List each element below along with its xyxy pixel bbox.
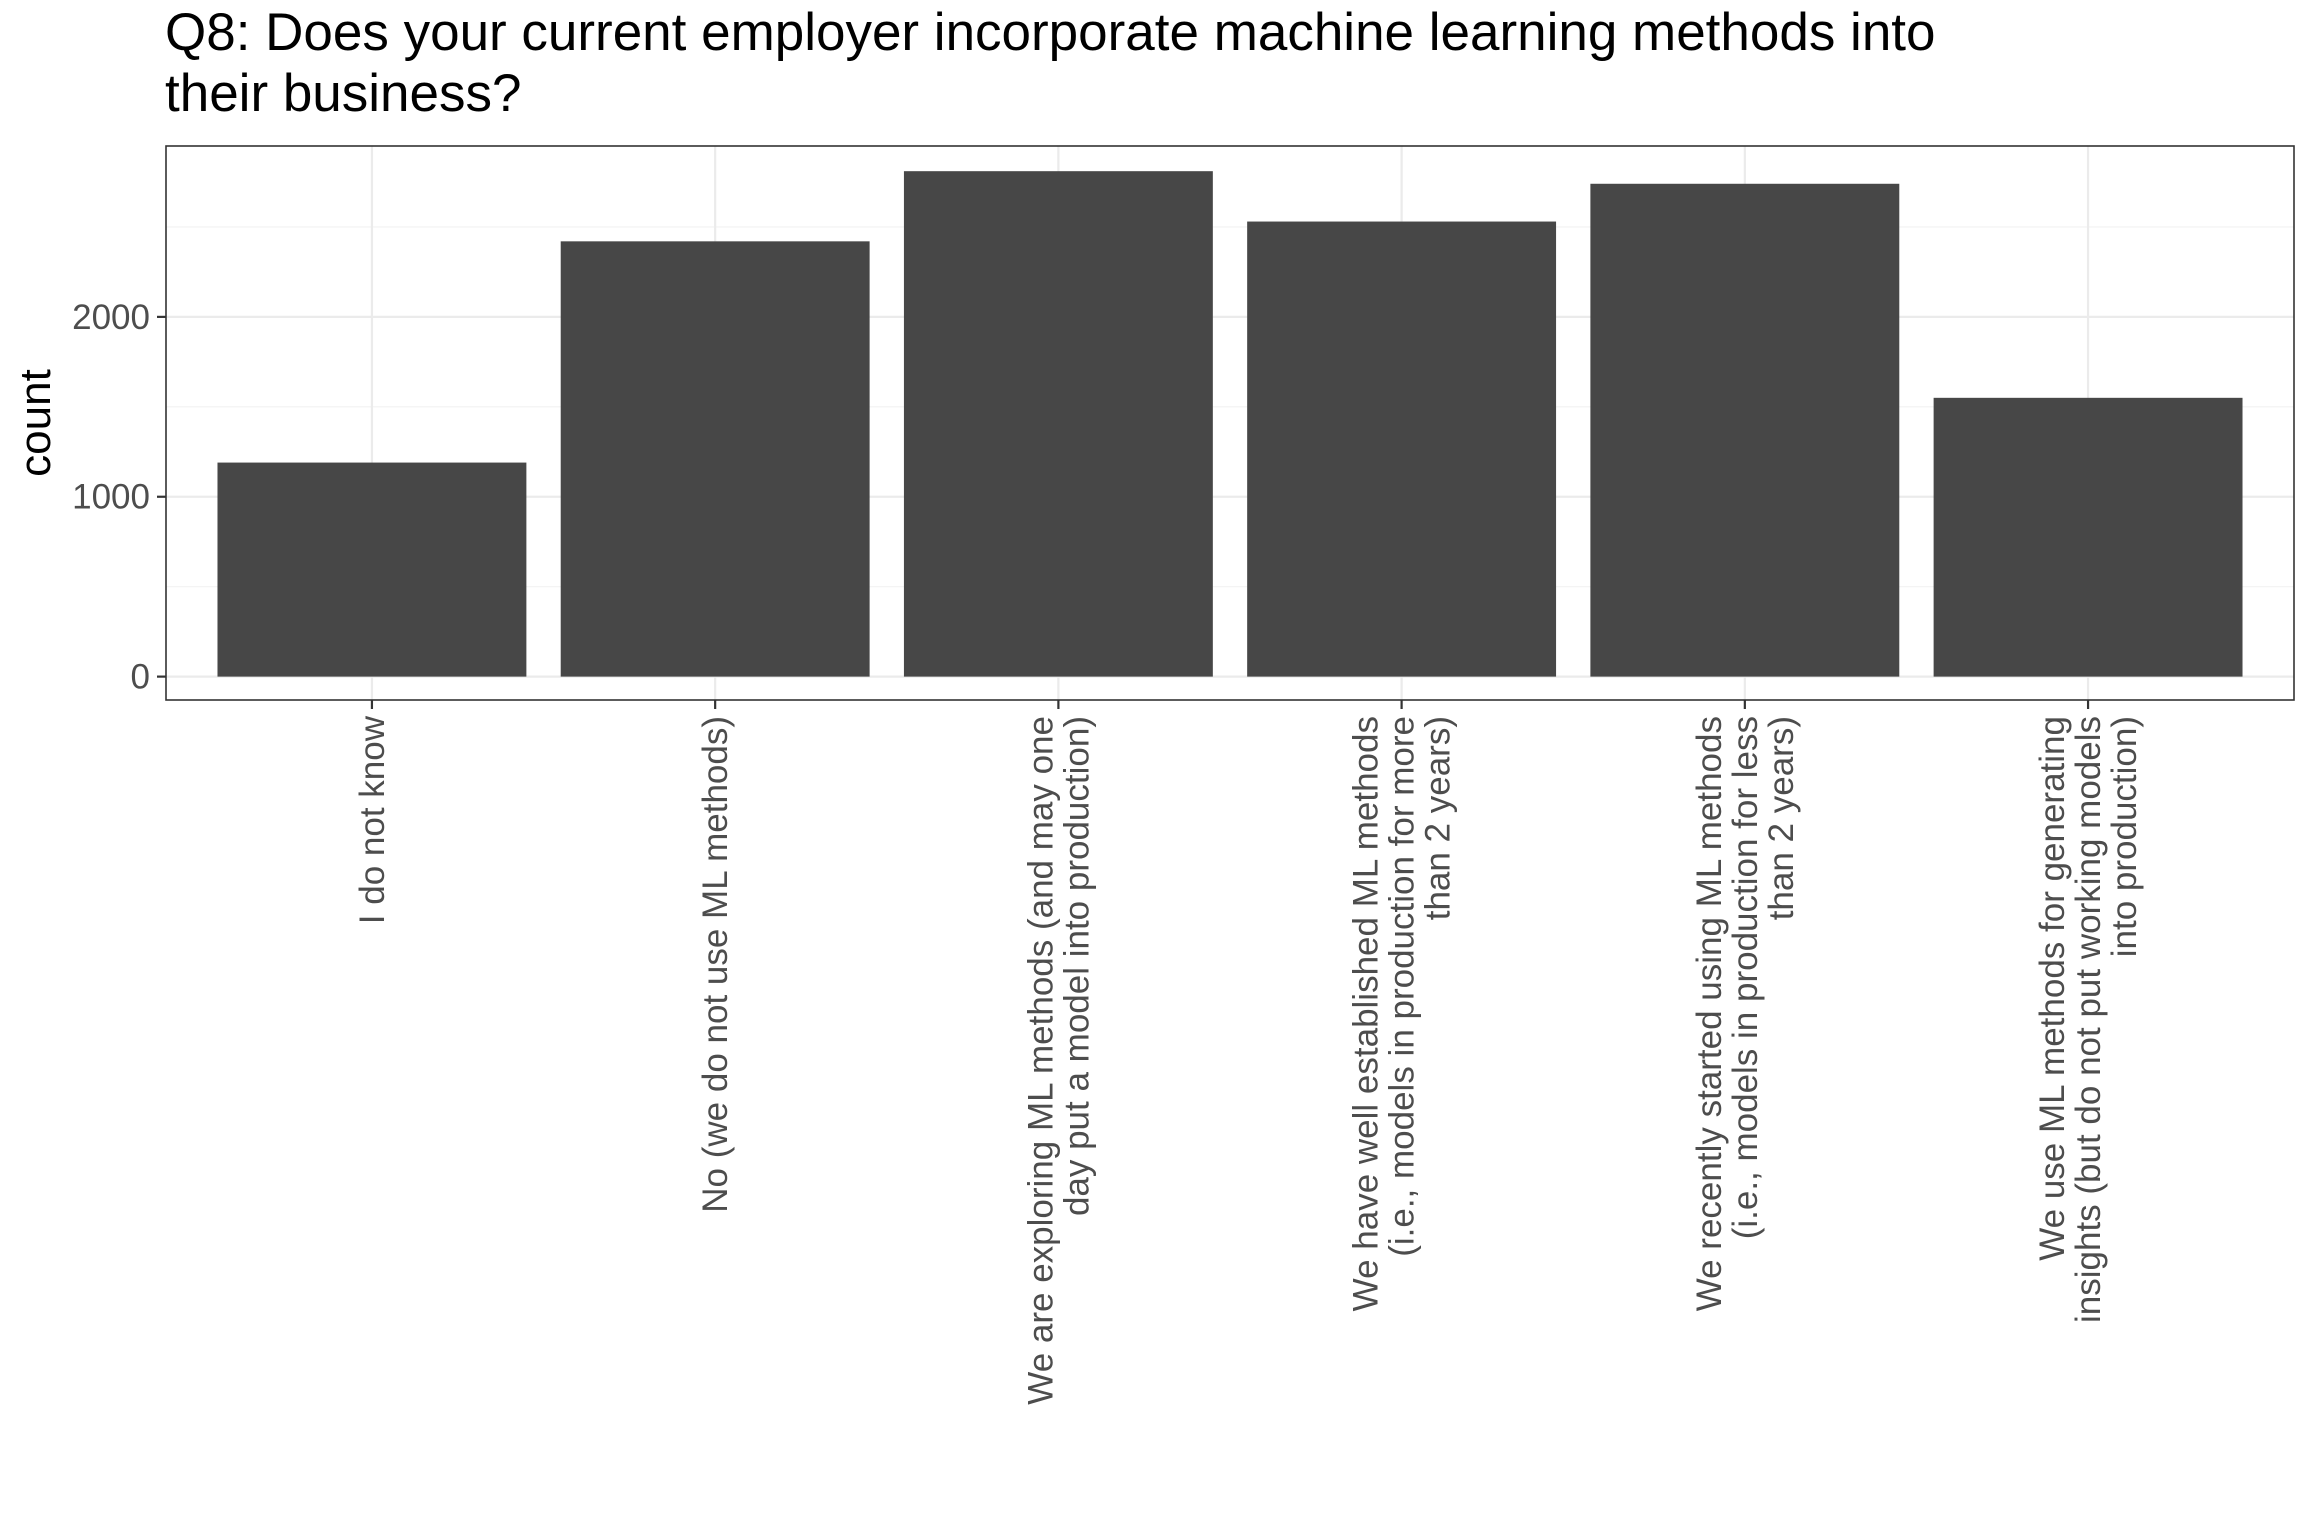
bar bbox=[560, 241, 870, 677]
y-axis: 0 1000 2000 bbox=[72, 298, 166, 697]
x-tick-label: than 2 years) bbox=[1762, 716, 1801, 920]
panel-border bbox=[165, 145, 2295, 701]
x-tick-label: than 2 years) bbox=[1419, 716, 1458, 920]
y-tick-label: 0 bbox=[131, 658, 150, 697]
bar bbox=[1247, 221, 1557, 677]
y-axis-title: count bbox=[11, 369, 60, 477]
x-tick-label: into production) bbox=[2105, 716, 2144, 957]
x-tick-label: (i.e., models in production for less bbox=[1726, 716, 1765, 1239]
bar bbox=[1933, 397, 2243, 677]
x-tick-label: insights (but do not put working models bbox=[2069, 716, 2108, 1323]
x-tick-label: We use ML methods for generating bbox=[2033, 716, 2072, 1261]
x-axis: I do not know No (we do not use ML method… bbox=[353, 700, 2144, 1405]
chart-title: Q8: Does your current employer incorpora… bbox=[165, 3, 1936, 123]
y-tick-label: 2000 bbox=[72, 298, 150, 337]
bar bbox=[1590, 183, 1900, 677]
bar bbox=[217, 462, 527, 677]
x-tick-label: day put a model into production) bbox=[1057, 716, 1096, 1216]
bars bbox=[217, 171, 2243, 677]
x-tick-label: No (we do not use ML methods) bbox=[696, 716, 735, 1213]
x-tick-label: We recently started using ML methods bbox=[1690, 716, 1729, 1311]
x-tick-label: We have well established ML methods bbox=[1347, 716, 1386, 1311]
x-tick-label: I do not know bbox=[353, 715, 392, 924]
y-tick-label: 1000 bbox=[72, 478, 150, 517]
bar bbox=[903, 171, 1213, 677]
x-tick-label: (i.e., models in production for more bbox=[1383, 716, 1422, 1257]
x-tick-label: We are exploring ML methods (and may one bbox=[1021, 716, 1060, 1405]
